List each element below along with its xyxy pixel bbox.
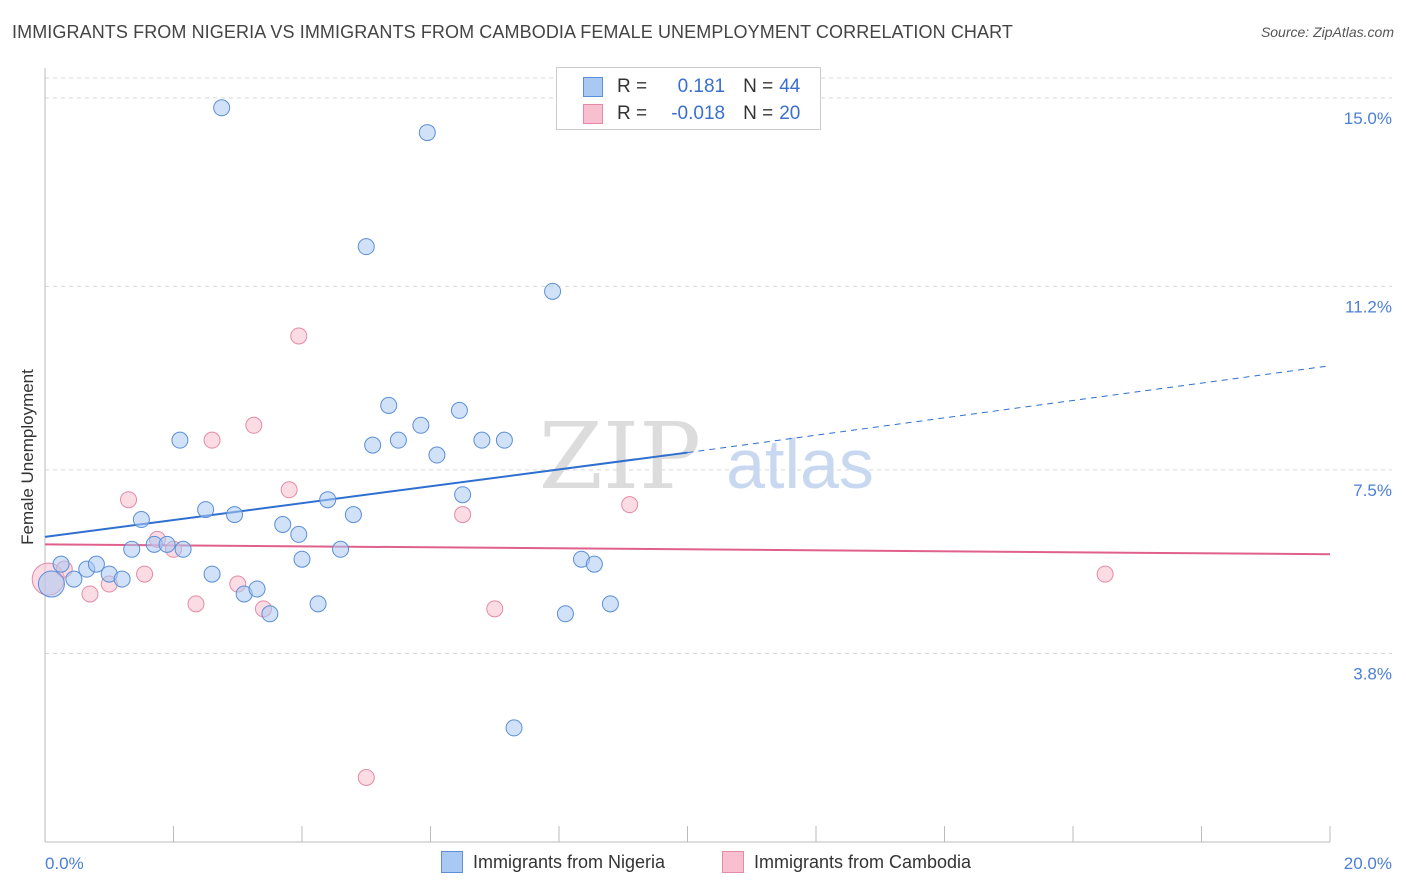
cambodia-point (621, 496, 639, 514)
y-axis-label: Female Unemployment (18, 369, 37, 545)
cambodia-point (187, 595, 205, 613)
nigeria-point (87, 555, 105, 573)
cambodia-point (454, 506, 472, 524)
watermark-zip: ZIP (539, 403, 701, 510)
cambodia-point (357, 769, 375, 787)
nigeria-point (123, 540, 141, 558)
n-label: N = (743, 76, 774, 97)
cambodia-point (81, 585, 99, 603)
nigeria-point (203, 565, 221, 583)
nigeria-point (261, 605, 279, 623)
r-value: 0.181 (677, 76, 726, 97)
nigeria-point (171, 431, 189, 449)
grid-lines (45, 77, 1392, 654)
x-tick-label: 20.0% (1344, 854, 1392, 873)
cambodia-point (203, 431, 221, 449)
y-tick-label: 11.2% (1345, 297, 1392, 316)
y-tick-label: 7.5% (1353, 481, 1392, 500)
nigeria-point (158, 535, 176, 553)
nigeria-point (495, 431, 513, 449)
nigeria-point (505, 719, 523, 737)
nigeria-trend-extension (687, 365, 1331, 454)
y-tick-label: 3.8% (1353, 664, 1392, 683)
n-value: 20 (779, 103, 801, 124)
nigeria-point (601, 595, 619, 613)
x-tick-labels: 0.0% 20.0% (45, 854, 1392, 873)
nigeria-point (389, 431, 407, 449)
nigeria-point (226, 506, 244, 524)
nigeria-point (197, 501, 215, 519)
axes (44, 68, 1331, 843)
chart-title: IMMIGRANTS FROM NIGERIA VS IMMIGRANTS FR… (12, 22, 1013, 42)
nigeria-trend-line (44, 451, 688, 538)
nigeria-point (132, 511, 150, 529)
legend-label-cambodia: Immigrants from Cambodia (754, 851, 972, 872)
nigeria-point (65, 570, 83, 588)
nigeria-legend-swatch (441, 851, 463, 873)
y-tick-labels: 3.8% 7.5% 11.2% 15.0% (1344, 109, 1392, 684)
r-label: R = (617, 103, 648, 124)
y-tick-label: 15.0% (1344, 109, 1392, 128)
nigeria-point (380, 396, 398, 414)
r-value: -0.018 (671, 103, 726, 124)
nigeria-point (428, 446, 446, 464)
cambodia-point (1096, 565, 1114, 583)
nigeria-points (37, 99, 619, 737)
nigeria-point (556, 605, 574, 623)
nigeria-point (332, 540, 350, 558)
nigeria-point (174, 540, 192, 558)
cambodia-point (290, 327, 308, 345)
cambodia-point (245, 416, 263, 434)
nigeria-point (274, 515, 292, 533)
nigeria-point (293, 550, 311, 568)
cambodia-legend-swatch (722, 851, 744, 873)
nigeria-point (113, 570, 131, 588)
watermark-atlas: atlas (726, 425, 874, 503)
stats-legend-row-nigeria: R = 0.181 N = 44 (583, 74, 800, 100)
nigeria-point (37, 570, 65, 598)
cambodia-point (486, 600, 504, 618)
legend-label-nigeria: Immigrants from Nigeria (473, 851, 666, 872)
nigeria-point (585, 555, 603, 573)
nigeria-point (544, 282, 562, 300)
nigeria-point (412, 416, 430, 434)
series-legend: Immigrants from Nigeria Immigrants from … (0, 851, 1406, 879)
stats-legend-row-cambodia: R = -0.018 N = 20 (583, 101, 800, 127)
nigeria-point (450, 401, 468, 419)
nigeria-point (290, 525, 308, 543)
cambodia-point (120, 491, 138, 509)
nigeria-point (364, 436, 382, 454)
n-label: N = (743, 103, 774, 124)
nigeria-point (344, 506, 362, 524)
cambodia-swatch (583, 104, 603, 124)
n-value: 44 (779, 76, 801, 97)
nigeria-swatch (583, 77, 603, 97)
cambodia-points (31, 327, 1114, 787)
cambodia-point (136, 565, 154, 583)
trend-lines (44, 365, 1331, 556)
stats-legend: R = 0.181 N = 44 R = -0.018 N = 20 (556, 67, 821, 130)
nigeria-point (357, 238, 375, 256)
nigeria-point (473, 431, 491, 449)
legend-item-cambodia[interactable]: Immigrants from Cambodia (722, 851, 971, 873)
source-label: Source: ZipAtlas.com (1260, 24, 1394, 40)
watermark: ZIP atlas (539, 403, 874, 510)
cambodia-point (280, 481, 298, 499)
nigeria-point (454, 486, 472, 504)
nigeria-point (319, 491, 337, 509)
nigeria-point (418, 124, 436, 142)
nigeria-point (213, 99, 231, 117)
r-label: R = (617, 76, 648, 97)
legend-item-nigeria[interactable]: Immigrants from Nigeria (441, 851, 665, 873)
cambodia-trend-line (44, 543, 1331, 556)
nigeria-point (52, 555, 70, 573)
nigeria-point (248, 580, 266, 598)
nigeria-point (309, 595, 327, 613)
x-tick-label: 0.0% (45, 854, 84, 873)
